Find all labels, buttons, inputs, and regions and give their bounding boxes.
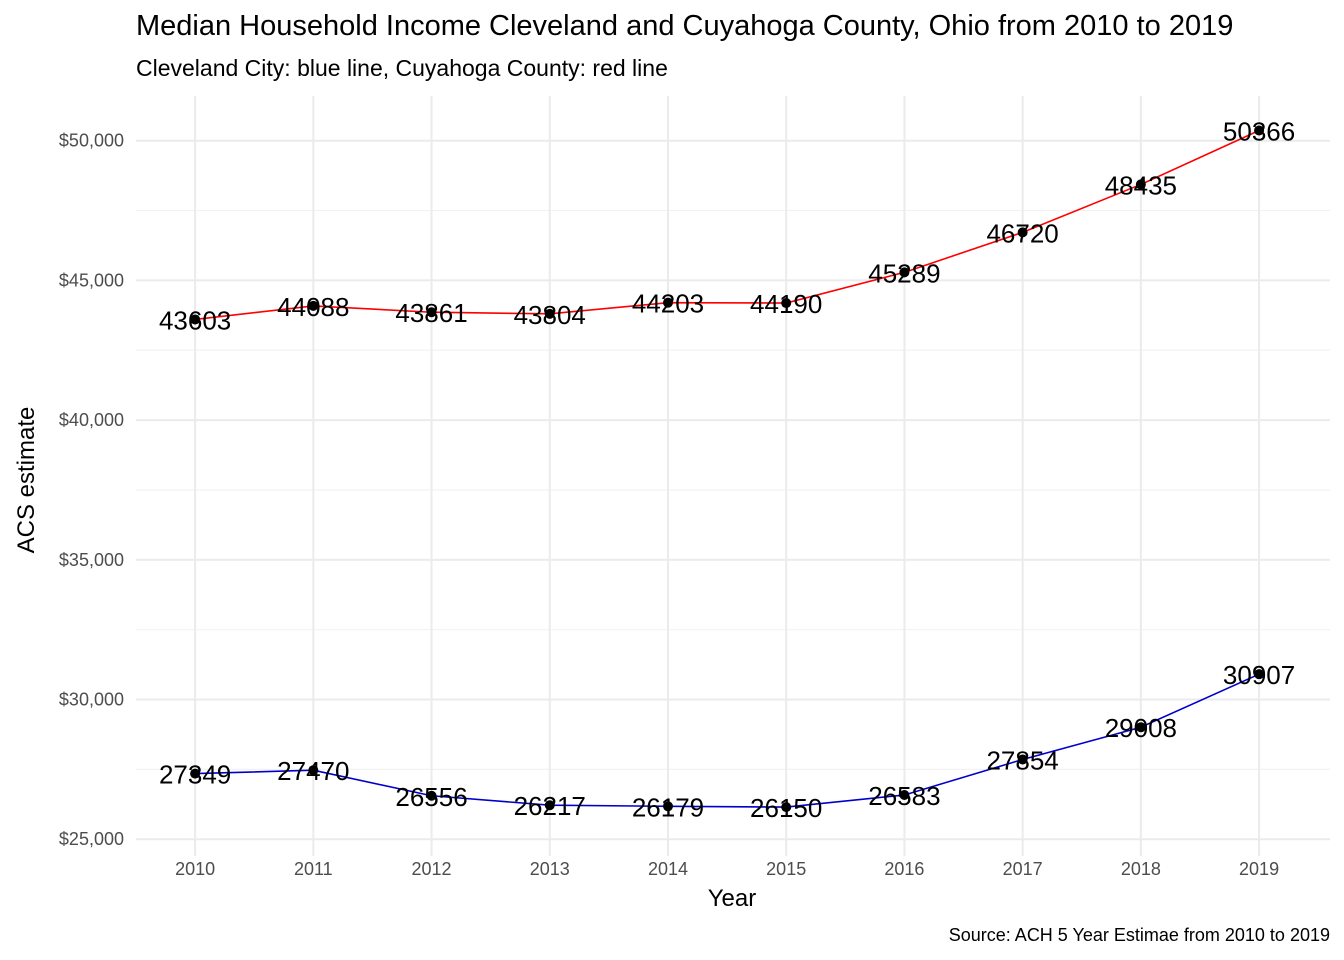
- y-axis-ticks: $25,000 $30,000 $35,000 $40,000 $45,000 $50,0…: [59, 131, 124, 850]
- data-point: [899, 267, 910, 278]
- data-point: [662, 801, 673, 812]
- data-label: 43603: [159, 305, 231, 335]
- data-point: [1017, 754, 1028, 765]
- data-point: [544, 800, 555, 811]
- series-labels: 43603 44088 43861 43804 44203 44190 45289 46720…: [159, 116, 1295, 823]
- chart-subtitle: Cleveland City: blue line, Cuyahoga Coun…: [136, 55, 668, 81]
- data-point: [426, 307, 437, 318]
- y-axis-title: ACS estimate: [13, 407, 40, 554]
- y-tick-label: $50,000: [59, 131, 124, 151]
- data-label: 27854: [986, 745, 1058, 775]
- x-tick-label: 2018: [1121, 859, 1161, 879]
- x-tick-label: 2013: [530, 859, 570, 879]
- data-point: [308, 300, 319, 311]
- chart-title: Median Household Income Cleveland and Cu…: [136, 10, 1234, 42]
- x-tick-label: 2010: [175, 859, 215, 879]
- x-tick-label: 2019: [1239, 859, 1279, 879]
- data-label: 27349: [159, 760, 231, 790]
- chart-caption: Source: ACH 5 Year Estimae from 2010 to …: [948, 925, 1330, 945]
- data-point: [1254, 669, 1265, 680]
- data-label: 46720: [986, 218, 1058, 248]
- y-tick-label: $25,000: [59, 829, 124, 849]
- data-label: 44190: [750, 289, 822, 319]
- data-label: 44088: [277, 292, 349, 322]
- data-label: 26179: [632, 792, 704, 822]
- data-label: 45289: [868, 258, 940, 288]
- data-point: [1017, 227, 1028, 238]
- data-label: 26583: [868, 781, 940, 811]
- series-line-1: [195, 673, 1260, 808]
- grid-minor: [136, 209, 1330, 770]
- y-tick-label: $45,000: [59, 270, 124, 290]
- data-point: [308, 765, 319, 776]
- data-point: [544, 308, 555, 319]
- series-lines: [195, 129, 1260, 808]
- x-tick-label: 2017: [1003, 859, 1043, 879]
- data-label: 26217: [514, 791, 586, 821]
- data-label: 26150: [750, 793, 822, 823]
- series-line-0: [195, 129, 1260, 321]
- x-axis-ticks: 2010 2011 2012 2013 2014 2015 2016 2017 2018 2019: [175, 859, 1279, 879]
- data-point: [662, 297, 673, 308]
- data-label: 27470: [277, 756, 349, 786]
- data-point: [781, 298, 792, 309]
- data-label: 43861: [395, 298, 467, 328]
- x-axis-title: Year: [708, 885, 757, 912]
- x-tick-label: 2016: [884, 859, 924, 879]
- data-point: [1135, 722, 1146, 733]
- data-point: [899, 790, 910, 801]
- data-label: 26556: [395, 782, 467, 812]
- data-label: 50366: [1223, 116, 1295, 146]
- y-tick-label: $35,000: [59, 550, 124, 570]
- data-label: 30907: [1223, 660, 1295, 690]
- data-point: [1254, 125, 1265, 136]
- data-point: [781, 802, 792, 813]
- x-tick-label: 2015: [766, 859, 806, 879]
- x-tick-label: 2014: [648, 859, 688, 879]
- x-tick-label: 2012: [412, 859, 452, 879]
- x-tick-label: 2011: [294, 859, 333, 879]
- data-point: [426, 790, 437, 801]
- series-points: [190, 125, 1265, 813]
- data-point: [1135, 179, 1146, 190]
- data-label: 43804: [514, 300, 586, 330]
- y-tick-label: $40,000: [59, 410, 124, 430]
- data-point: [190, 314, 201, 325]
- grid-major: [136, 96, 1330, 856]
- data-point: [190, 768, 201, 779]
- data-label: 48435: [1105, 170, 1177, 200]
- data-label: 29008: [1105, 713, 1177, 743]
- data-label: 44203: [632, 289, 704, 319]
- y-tick-label: $30,000: [59, 690, 124, 710]
